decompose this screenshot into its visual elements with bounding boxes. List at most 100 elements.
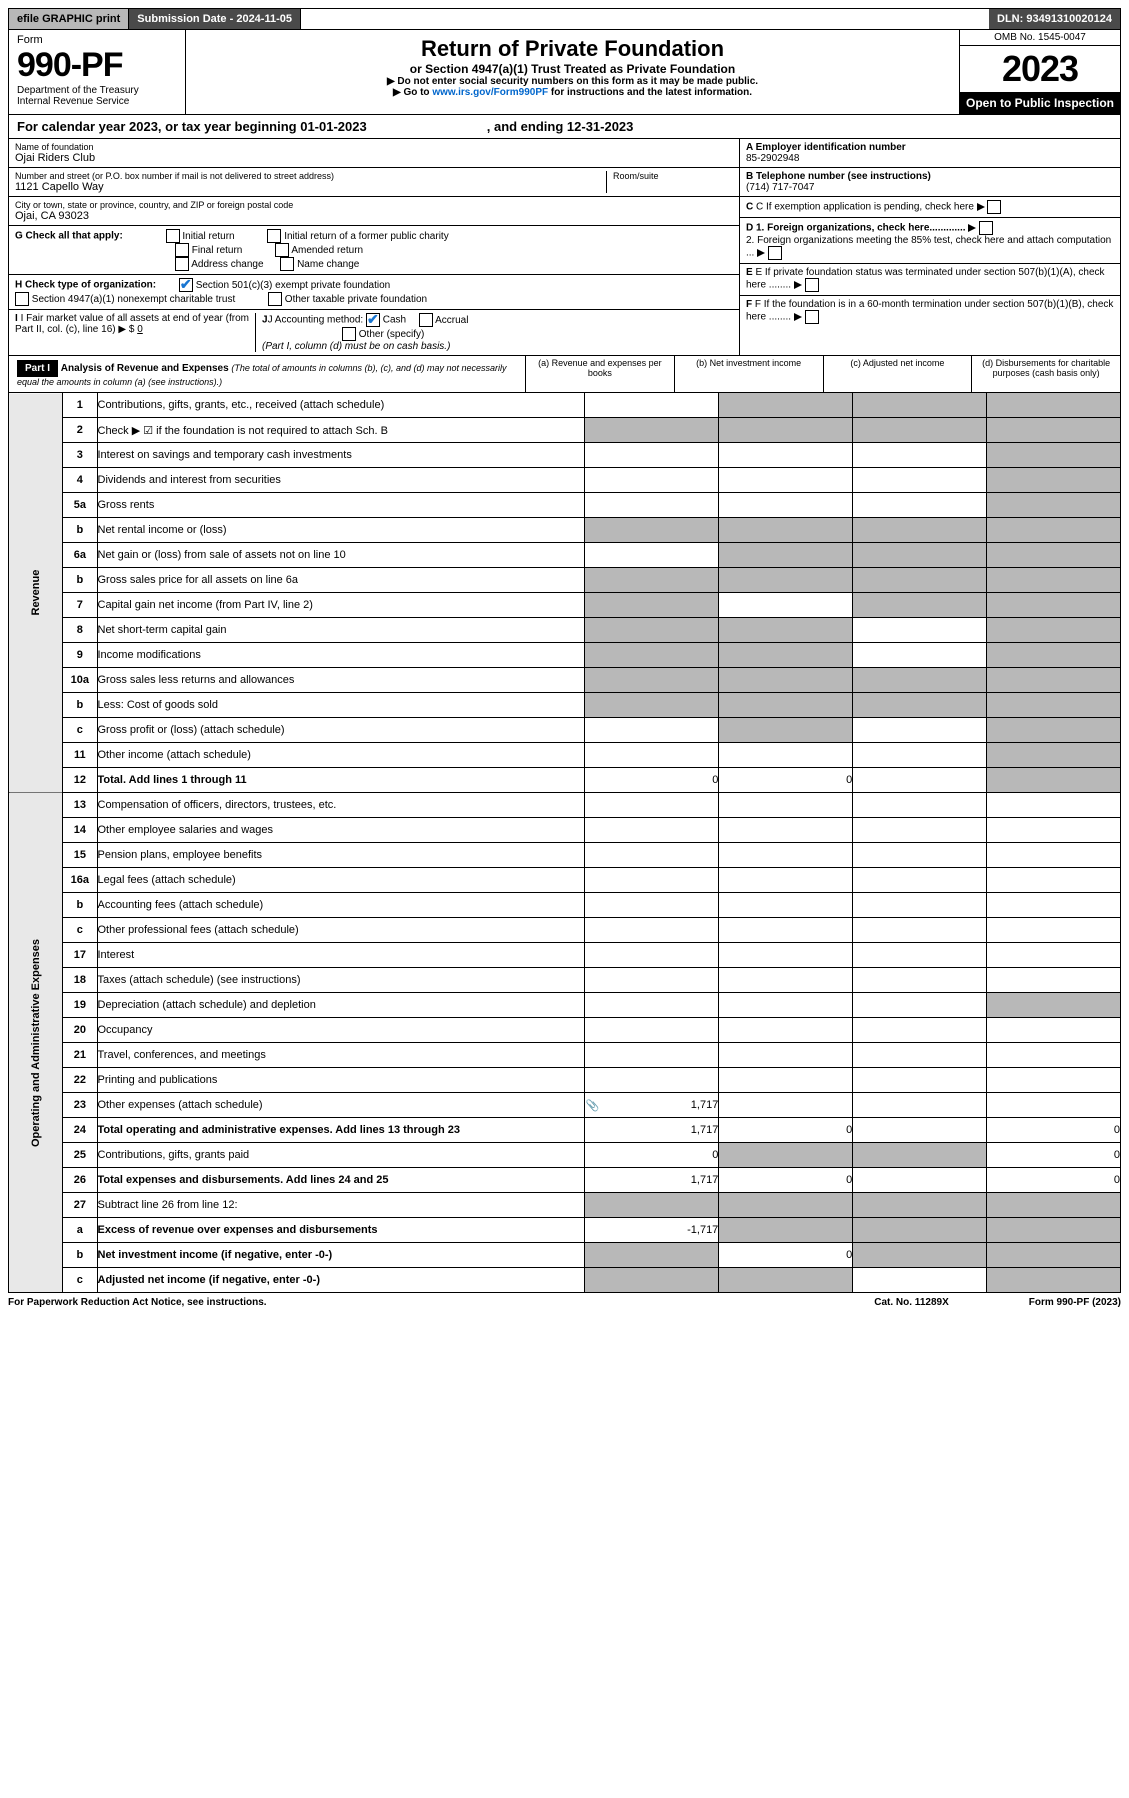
line-desc: Income modifications	[97, 643, 585, 668]
omb: OMB No. 1545-0047	[960, 30, 1120, 46]
chk-501c3[interactable]	[179, 278, 193, 292]
chk-amended[interactable]	[275, 243, 289, 257]
inst2: ▶ Go to www.irs.gov/Form990PF for instru…	[192, 87, 953, 98]
table-row: bNet rental income or (loss)	[9, 518, 1121, 543]
chk-4947[interactable]	[15, 292, 29, 306]
col-b	[719, 543, 853, 568]
chk-e[interactable]	[805, 278, 819, 292]
line-desc: Less: Cost of goods sold	[97, 693, 585, 718]
col-a	[585, 468, 719, 493]
chk-initial-former[interactable]	[267, 229, 281, 243]
arrow-icon	[794, 281, 802, 289]
col-b	[719, 968, 853, 993]
col-b	[719, 1093, 853, 1118]
efile-label: efile GRAPHIC print	[9, 9, 129, 29]
col-b	[719, 943, 853, 968]
col-d: 0	[987, 1143, 1121, 1168]
col-a	[585, 968, 719, 993]
table-row: Operating and Administrative Expenses13C…	[9, 793, 1121, 818]
col-c	[853, 693, 987, 718]
table-row: 20Occupancy	[9, 1018, 1121, 1043]
col-b: 0	[719, 768, 853, 793]
col-a	[585, 693, 719, 718]
col-c	[853, 1268, 987, 1293]
chk-accrual[interactable]	[419, 313, 433, 327]
col-c	[853, 1093, 987, 1118]
table-row: 10aGross sales less returns and allowanc…	[9, 668, 1121, 693]
ein-cell: A Employer identification number85-29029…	[740, 139, 1120, 168]
col-a	[585, 568, 719, 593]
chk-cash[interactable]	[366, 313, 380, 327]
col-b	[719, 1193, 853, 1218]
table-row: Revenue1Contributions, gifts, grants, et…	[9, 393, 1121, 418]
col-c	[853, 868, 987, 893]
sidebar-label: Revenue	[9, 393, 63, 793]
col-a	[585, 668, 719, 693]
col-b	[719, 893, 853, 918]
col-d	[987, 1218, 1121, 1243]
col-c	[853, 1043, 987, 1068]
chk-address[interactable]	[175, 257, 189, 271]
line-number: 2	[63, 418, 97, 443]
chk-final[interactable]	[175, 243, 189, 257]
col-b	[719, 1268, 853, 1293]
line-desc: Compensation of officers, directors, tru…	[97, 793, 585, 818]
line-desc: Capital gain net income (from Part IV, l…	[97, 593, 585, 618]
col-d	[987, 793, 1121, 818]
col-a	[585, 393, 719, 418]
col-a	[585, 868, 719, 893]
col-b	[719, 593, 853, 618]
col-c	[853, 518, 987, 543]
chk-initial[interactable]	[166, 229, 180, 243]
line-desc: Total. Add lines 1 through 11	[97, 768, 585, 793]
h-section: H Check type of organization: Section 50…	[9, 275, 739, 310]
col-c	[853, 893, 987, 918]
line-number: b	[63, 1243, 97, 1268]
line-number: 12	[63, 768, 97, 793]
table-row: bAccounting fees (attach schedule)	[9, 893, 1121, 918]
footer: For Paperwork Reduction Act Notice, see …	[8, 1293, 1121, 1312]
col-d	[987, 693, 1121, 718]
line-desc: Net gain or (loss) from sale of assets n…	[97, 543, 585, 568]
col-b-hdr: (b) Net investment income	[674, 356, 823, 392]
table-row: 22Printing and publications	[9, 1068, 1121, 1093]
table-row: 16aLegal fees (attach schedule)	[9, 868, 1121, 893]
col-a	[585, 843, 719, 868]
line-desc: Contributions, gifts, grants, etc., rece…	[97, 393, 585, 418]
line-number: 4	[63, 468, 97, 493]
line-number: b	[63, 518, 97, 543]
line-desc: Gross sales price for all assets on line…	[97, 568, 585, 593]
chk-d1[interactable]	[979, 221, 993, 235]
col-d	[987, 893, 1121, 918]
form-number: 990-PF	[17, 46, 177, 85]
chk-c[interactable]	[987, 200, 1001, 214]
col-c	[853, 718, 987, 743]
col-d	[987, 1243, 1121, 1268]
col-b	[719, 493, 853, 518]
col-d	[987, 868, 1121, 893]
line-desc: Interest	[97, 943, 585, 968]
chk-name[interactable]	[280, 257, 294, 271]
line-number: 5a	[63, 493, 97, 518]
line-number: 21	[63, 1043, 97, 1068]
col-d	[987, 493, 1121, 518]
col-d	[987, 843, 1121, 868]
chk-other-tax[interactable]	[268, 292, 282, 306]
part-cols: (a) Revenue and expenses per books (b) N…	[525, 356, 1120, 392]
chk-d2[interactable]	[768, 246, 782, 260]
col-b	[719, 818, 853, 843]
irs-link[interactable]: www.irs.gov/Form990PF	[432, 87, 548, 98]
col-c	[853, 993, 987, 1018]
chk-other-acct[interactable]	[342, 327, 356, 341]
table-row: 9Income modifications	[9, 643, 1121, 668]
line-desc: Interest on savings and temporary cash i…	[97, 443, 585, 468]
col-a: -1,717	[585, 1218, 719, 1243]
line-number: 23	[63, 1093, 97, 1118]
line-desc: Total operating and administrative expen…	[97, 1118, 585, 1143]
col-a	[585, 1068, 719, 1093]
chk-f[interactable]	[805, 310, 819, 324]
col-b	[719, 1018, 853, 1043]
table-row: cAdjusted net income (if negative, enter…	[9, 1268, 1121, 1293]
footer-l: For Paperwork Reduction Act Notice, see …	[8, 1297, 267, 1308]
submission-date: Submission Date - 2024-11-05	[129, 9, 301, 29]
